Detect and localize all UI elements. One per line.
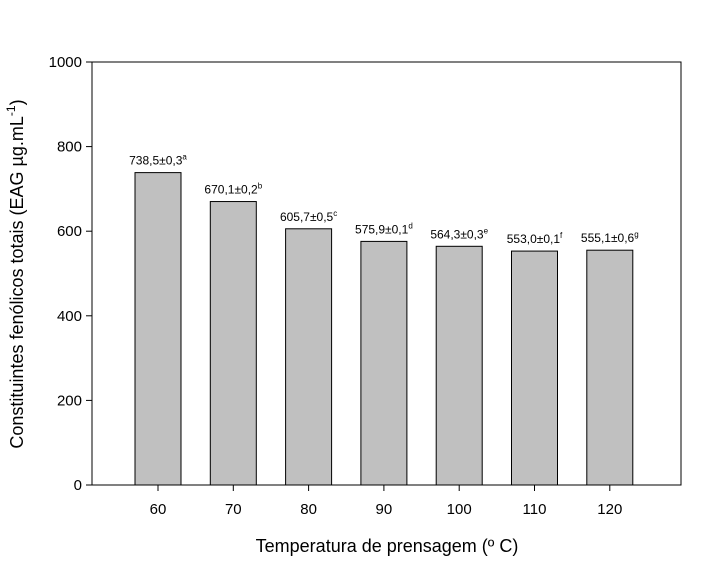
data-label: 738,5±0,3a xyxy=(129,153,187,168)
y-tick-label: 200 xyxy=(57,392,82,409)
data-label: 555,1±0,6g xyxy=(581,230,639,245)
x-tick-label: 70 xyxy=(225,501,242,518)
data-label-superscript: d xyxy=(408,221,412,230)
plot-area: 0 200 400 600 800 1000 60 738,5±0,3a 70 670,1±0,2… xyxy=(49,54,682,518)
bar xyxy=(360,240,408,486)
bar xyxy=(285,228,333,486)
data-label-value: 553,0±0,1 xyxy=(507,232,561,246)
data-label-superscript: f xyxy=(560,231,563,240)
x-tick-label: 120 xyxy=(597,501,622,518)
data-label-value: 605,7±0,5 xyxy=(280,210,334,224)
data-label-value: 575,9±0,1 xyxy=(355,222,409,236)
y-axis-title-superscript: -1 xyxy=(4,105,18,116)
y-tick-label: 0 xyxy=(74,477,82,494)
data-label-superscript: b xyxy=(258,182,263,191)
bar xyxy=(435,245,483,486)
data-label: 605,7±0,5c xyxy=(280,209,337,224)
y-axis-title-end: ) xyxy=(7,99,27,105)
data-label-value: 670,1±0,2 xyxy=(204,183,258,197)
x-tick-label: 60 xyxy=(150,501,167,518)
data-label-superscript: a xyxy=(182,153,187,162)
data-label-superscript: c xyxy=(333,209,337,218)
bar xyxy=(586,249,634,486)
x-tick-label: 80 xyxy=(300,501,317,518)
data-label-value: 738,5±0,3 xyxy=(129,154,183,168)
data-label-superscript: g xyxy=(634,230,638,239)
y-axis-title-main: Constituintes fenólicos totais (EAG µg.m… xyxy=(7,116,27,449)
x-tick-label: 90 xyxy=(376,501,393,518)
bar xyxy=(209,201,257,486)
y-tick-label: 600 xyxy=(57,223,82,240)
data-label-value: 564,3±0,3 xyxy=(430,227,484,241)
data-label: 575,9±0,1d xyxy=(355,221,413,236)
y-axis-title: Constituintes fenólicos totais (EAG µg.m… xyxy=(4,99,27,448)
bar xyxy=(511,250,558,486)
data-label: 553,0±0,1f xyxy=(507,231,563,246)
y-tick-label: 1000 xyxy=(49,54,82,71)
x-tick-label: 100 xyxy=(447,501,472,518)
bar xyxy=(134,172,182,486)
y-tick-label: 800 xyxy=(57,139,82,156)
data-label: 670,1±0,2b xyxy=(204,182,262,197)
data-label: 564,3±0,3e xyxy=(430,226,488,241)
x-axis-title: Temperatura de prensagem (º C) xyxy=(256,536,519,556)
data-label-superscript: e xyxy=(484,226,489,235)
data-label-value: 555,1±0,6 xyxy=(581,231,635,245)
x-tick-label: 110 xyxy=(523,501,547,518)
y-tick-label: 400 xyxy=(57,308,82,325)
